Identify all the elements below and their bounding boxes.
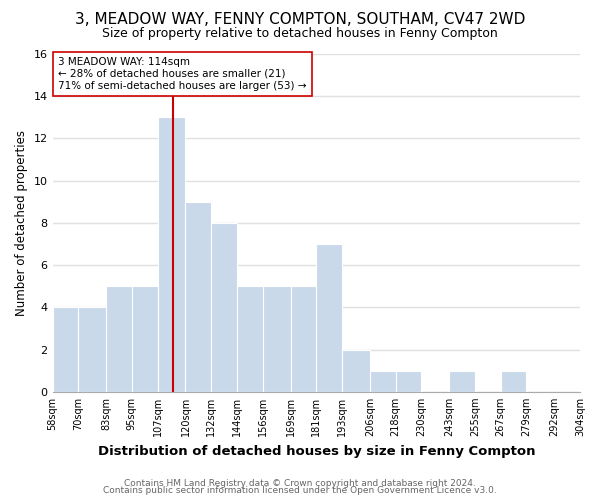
Bar bbox=[342, 350, 370, 392]
Bar bbox=[106, 286, 132, 392]
Bar bbox=[500, 370, 526, 392]
X-axis label: Distribution of detached houses by size in Fenny Compton: Distribution of detached houses by size … bbox=[98, 444, 535, 458]
Bar bbox=[158, 118, 185, 392]
Text: 3 MEADOW WAY: 114sqm
← 28% of detached houses are smaller (21)
71% of semi-detac: 3 MEADOW WAY: 114sqm ← 28% of detached h… bbox=[58, 58, 307, 90]
Bar bbox=[132, 286, 158, 392]
Text: Contains HM Land Registry data © Crown copyright and database right 2024.: Contains HM Land Registry data © Crown c… bbox=[124, 478, 476, 488]
Bar bbox=[237, 286, 263, 392]
Bar bbox=[263, 286, 290, 392]
Bar bbox=[78, 308, 106, 392]
Bar bbox=[449, 370, 475, 392]
Text: Contains public sector information licensed under the Open Government Licence v3: Contains public sector information licen… bbox=[103, 486, 497, 495]
Bar bbox=[290, 286, 316, 392]
Bar bbox=[211, 223, 237, 392]
Bar bbox=[395, 370, 421, 392]
Text: Size of property relative to detached houses in Fenny Compton: Size of property relative to detached ho… bbox=[102, 28, 498, 40]
Bar bbox=[185, 202, 211, 392]
Y-axis label: Number of detached properties: Number of detached properties bbox=[15, 130, 28, 316]
Text: 3, MEADOW WAY, FENNY COMPTON, SOUTHAM, CV47 2WD: 3, MEADOW WAY, FENNY COMPTON, SOUTHAM, C… bbox=[75, 12, 525, 28]
Bar bbox=[370, 370, 395, 392]
Bar bbox=[316, 244, 342, 392]
Bar bbox=[53, 308, 78, 392]
